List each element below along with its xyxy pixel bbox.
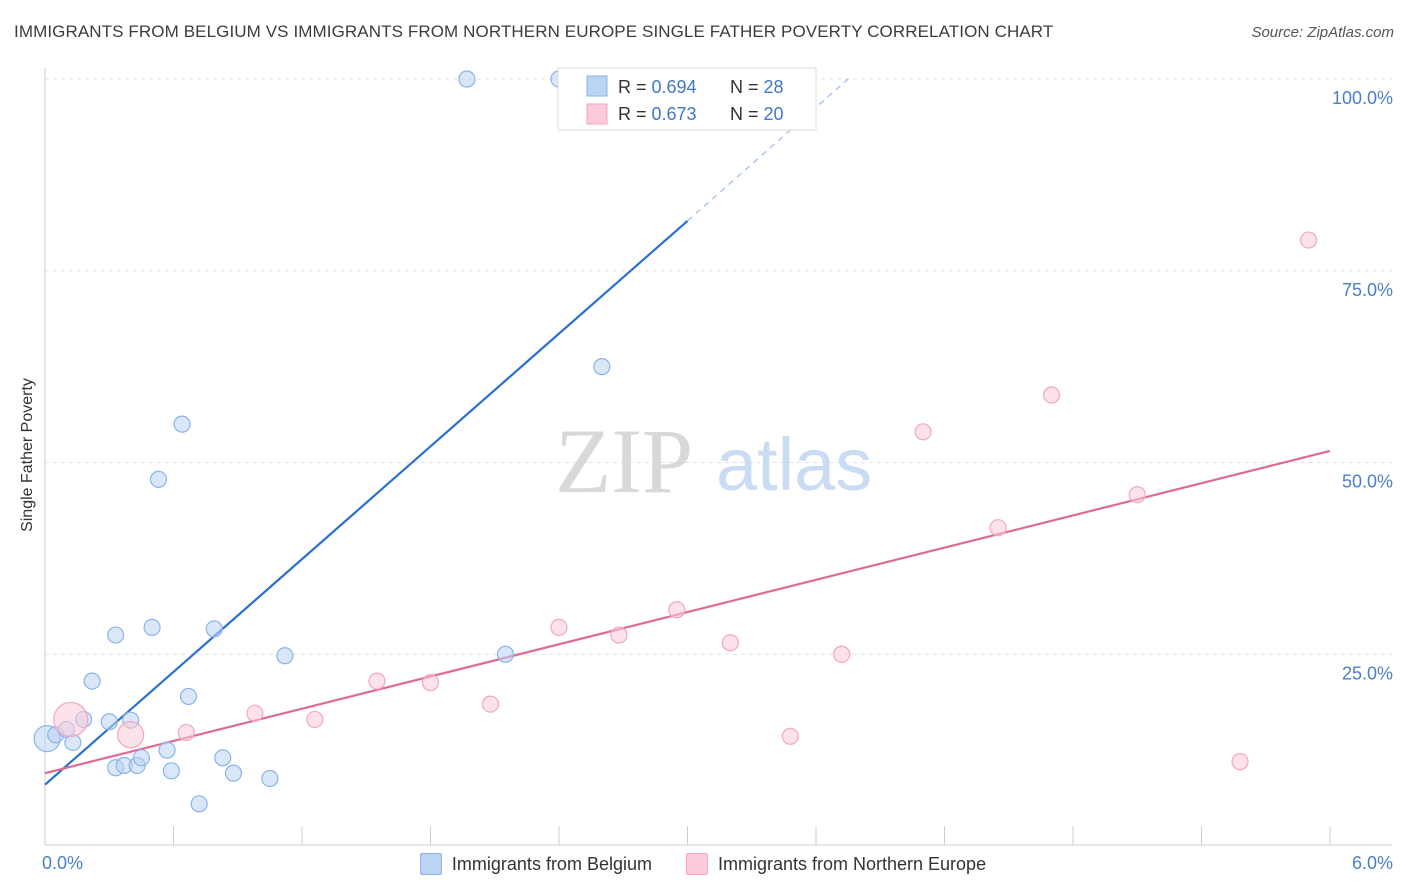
tick-labels: 25.0% 50.0% 75.0% 100.0% 0.0% 6.0% [42,88,1393,873]
point-belgium-25 [496,645,515,663]
point-northern-16 [1042,386,1061,404]
point-northern-12 [781,727,799,745]
legend-r-label-2: R = [618,104,652,124]
legend-top: R = 0.694 N = 28 R = 0.673 N = 20 [557,67,817,131]
point-northern-11 [721,634,739,652]
x-tick-label-min: 0.0% [42,853,83,873]
legend-swatch-belgium-bottom [419,853,442,875]
y-axis-label: Single Father Poverty [19,378,36,532]
point-belgium-23 [261,769,279,788]
legend-r-value-2: 0.673 [652,104,697,124]
point-belgium-22 [224,764,243,782]
trend-line-belgium-extension [687,78,849,222]
y-tick-label-25: 25.0% [1342,663,1393,683]
svg-text:N = 28: N = 28 [730,77,784,97]
point-northern-9 [610,626,628,644]
legend-label-northern: Immigrants from Northern Europe [717,853,987,874]
point-belgium-12 [132,749,150,767]
svg-text:N = 20: N = 20 [730,104,784,124]
x-tick-label-max: 6.0% [1352,853,1393,873]
point-belgium-26 [458,70,476,88]
point-belgium-5 [83,672,101,690]
point-belgium-14 [158,741,176,759]
trend-line-belgium [44,220,689,786]
point-northern-14 [914,423,932,441]
point-belgium-19 [190,795,208,813]
point-northern-2 [177,723,195,742]
point-northern-5 [368,672,386,690]
legend-r-value-1: 0.694 [652,77,697,97]
y-tick-label-50: 50.0% [1342,472,1393,492]
point-belgium-24 [276,647,294,665]
legend-n-value-1: 28 [764,77,784,97]
data-points [33,70,1318,813]
watermark-atlas: atlas [716,423,872,506]
legend-n-value-2: 20 [764,104,784,124]
legend-swatch-northern-bottom [685,853,708,875]
point-belgium-7 [107,626,125,644]
point-northern-13 [833,645,851,663]
point-belgium-13 [143,618,161,637]
watermark-zip: ZIP [555,410,693,512]
legend-bottom: Immigrants from Belgium Immigrants from … [0,853,1406,875]
point-belgium-6 [100,713,118,731]
point-northern-3 [246,704,264,722]
point-northern-19 [1299,231,1318,249]
legend-r-label-1: R = [618,77,652,97]
svg-text:R = 0.673: R = 0.673 [618,104,697,124]
point-belgium-18 [179,687,198,706]
point-northern-8 [550,618,568,637]
svg-text:R = 0.694: R = 0.694 [618,77,697,97]
axes [44,68,1392,846]
point-belgium-20 [205,620,223,638]
point-northern-10 [668,601,686,619]
chart-title: IMMIGRANTS FROM BELGIUM VS IMMIGRANTS FR… [14,22,1054,41]
point-northern-17 [1128,486,1146,504]
legend-item-belgium: Immigrants from Belgium [419,853,652,875]
point-belgium-15 [162,762,180,780]
point-belgium-28 [593,358,611,376]
legend-label-belgium: Immigrants from Belgium [451,853,652,874]
point-northern-1 [117,721,145,749]
y-tick-label-75: 75.0% [1342,280,1393,300]
grid-lines [45,78,1392,655]
point-northern-0 [53,701,89,738]
legend-n-label-2: N = [730,104,764,124]
legend-swatch-northern [586,103,608,125]
point-northern-15 [989,519,1007,537]
point-northern-18 [1231,753,1249,771]
chart-source: Source: ZipAtlas.com [1251,24,1394,41]
point-northern-7 [481,695,500,713]
legend-item-northern: Immigrants from Northern Europe [685,853,987,875]
legend-swatch-belgium [586,75,608,97]
point-belgium-17 [173,415,191,433]
point-northern-6 [421,674,440,692]
y-tick-label-100: 100.0% [1332,88,1393,108]
point-northern-4 [306,710,324,729]
point-belgium-21 [214,749,232,767]
legend-n-label-1: N = [730,77,764,97]
point-belgium-16 [149,470,168,488]
